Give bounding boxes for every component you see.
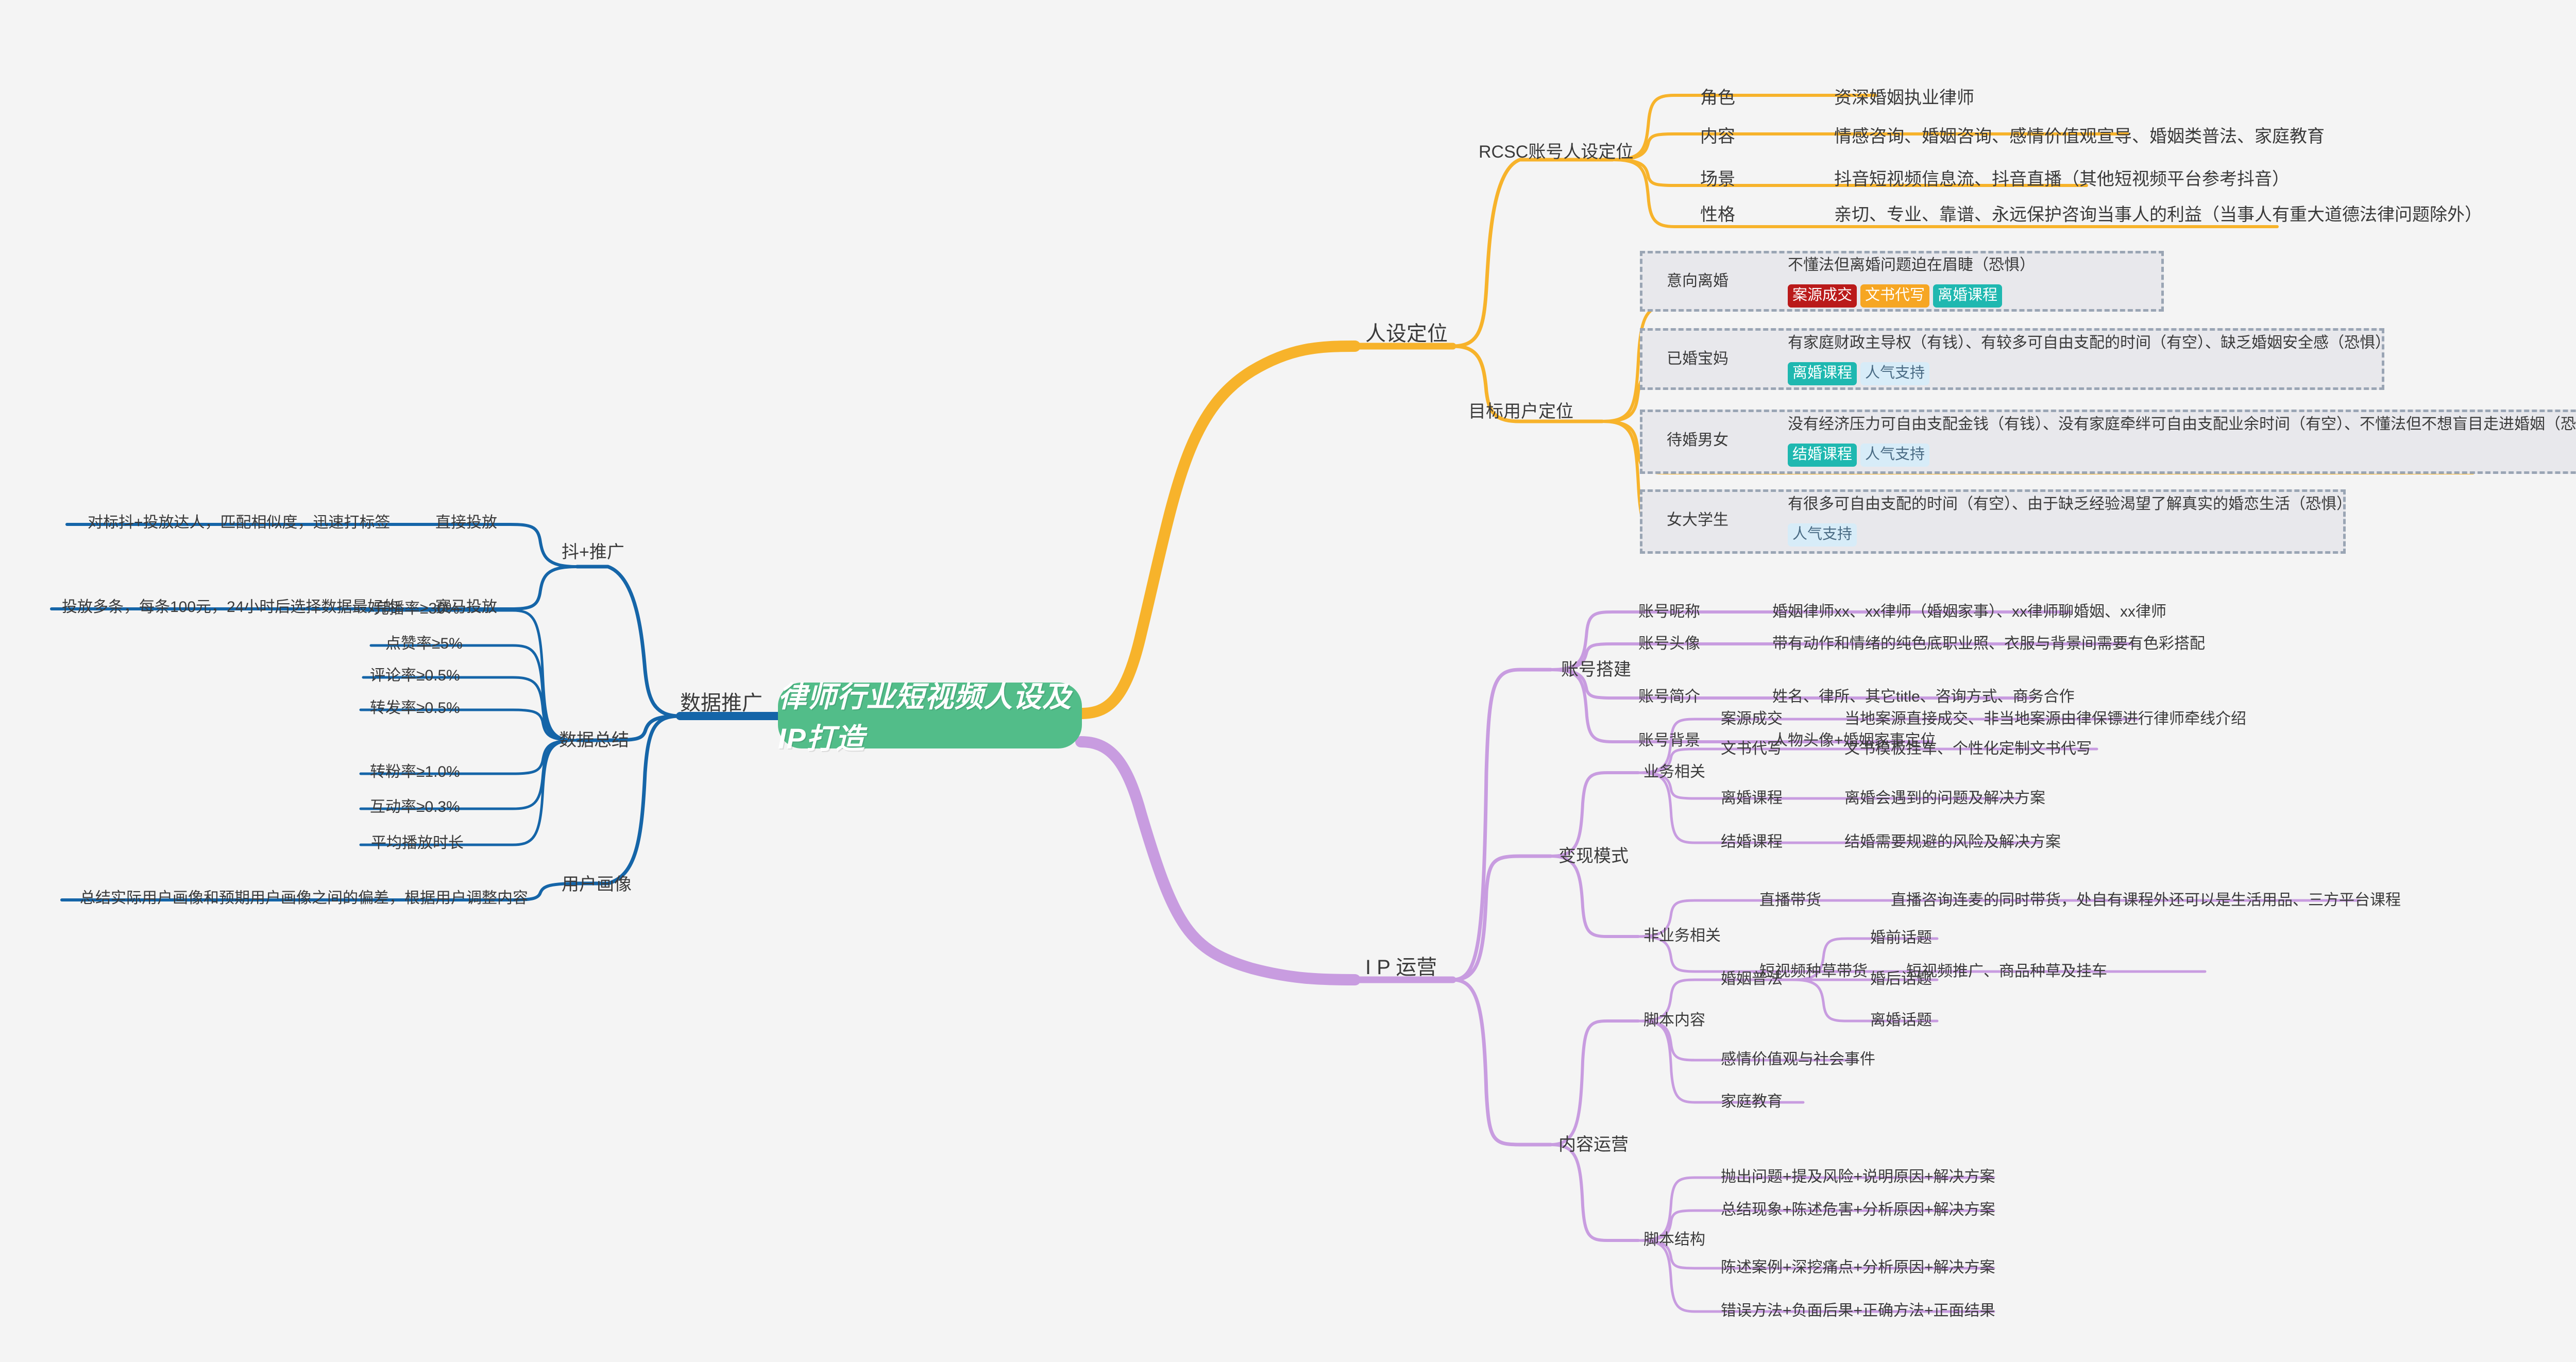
branch-label-data-promotion[interactable]: 数据推广 <box>680 692 762 714</box>
row-value-direct-placement[interactable]: 对标抖+投放达人，匹配相似度，迅速打标签 <box>88 514 391 531</box>
node-rcsc-persona[interactable]: RCSC账号人设定位 <box>1479 142 1634 162</box>
highlight-box-female-student <box>1640 489 2346 554</box>
metric-interaction-rate[interactable]: 互动率≥0.3% <box>370 798 460 815</box>
tag-divorce-course[interactable]: 离婚课程 <box>1788 362 1857 385</box>
node-premarital-topic[interactable]: 婚前话题 <box>1870 929 1932 946</box>
row-value-case-deal[interactable]: 当地案源直接成交、非当地案源由律保镖进行律师牵线介绍 <box>1844 710 2246 727</box>
row-value-account-background[interactable]: 人物头像+婚姻家事定位 <box>1772 732 1936 749</box>
row-key-account-nickname[interactable]: 账号昵称 <box>1638 603 1700 620</box>
row-key-content[interactable]: 内容 <box>1700 127 1735 146</box>
node-monetization[interactable]: 变现模式 <box>1558 846 1629 866</box>
node-data-summary[interactable]: 数据总结 <box>559 730 629 750</box>
row-key-horse-race-placement[interactable]: 赛马投放 <box>435 599 497 616</box>
row-key-video-seeding[interactable]: 短视频种草带货 <box>1759 963 1868 980</box>
row-key-doc-writing[interactable]: 文书代写 <box>1721 740 1783 757</box>
group-label-script-structure[interactable]: 脚本结构 <box>1643 1231 1705 1248</box>
node-account-setup[interactable]: 账号搭建 <box>1561 660 1631 679</box>
highlight-box-married-mom <box>1640 328 2384 390</box>
row-value-content[interactable]: 情感咨询、婚姻咨询、感情价值观宣导、婚姻类普法、家庭教育 <box>1834 127 2325 146</box>
group-label-non-business-related[interactable]: 非业务相关 <box>1643 927 1721 944</box>
row-key-account-background[interactable]: 账号背景 <box>1638 732 1700 749</box>
row-key-intent-divorce[interactable]: 意向离婚 <box>1667 273 1728 290</box>
node-content-operation[interactable]: 内容运营 <box>1558 1135 1629 1154</box>
tagrow-intent-divorce: 案源成交 文书代写 离婚课程 <box>1788 284 2003 308</box>
node-script-structure-1[interactable]: 抛出问题+提及风险+说明原因+解决方案 <box>1721 1168 1995 1185</box>
row-value-pre-marriage[interactable]: 没有经济压力可自由支配金钱（有钱）、没有家庭牵绊可自由支配业余时间（有空）、不懂… <box>1788 416 2576 433</box>
row-key-direct-placement[interactable]: 直接投放 <box>435 514 497 531</box>
row-value-account-avatar[interactable]: 带有动作和情绪的纯色底职业照、衣服与背景间需要有色彩搭配 <box>1772 635 2205 652</box>
row-value-divorce-course[interactable]: 离婚会遇到的问题及解决方案 <box>1844 790 2045 807</box>
row-value-scene[interactable]: 抖音短视频信息流、抖音直播（其他短视频平台参考抖音） <box>1834 169 2290 189</box>
node-target-user[interactable]: 目标用户定位 <box>1468 402 1573 421</box>
row-value-horse-race-placement[interactable]: 投放多条，每条100元，24小时后选择数据最好的 <box>62 599 399 616</box>
row-key-live-selling[interactable]: 直播带货 <box>1759 892 1821 909</box>
metric-share-rate[interactable]: 转发率≥0.5% <box>370 700 460 717</box>
row-value-live-selling[interactable]: 直播咨询连麦的同时带货，处自有课程外还可以是生活用品、三方平台课程 <box>1891 892 2401 909</box>
tag-popularity-support[interactable]: 人气支持 <box>1860 444 1930 467</box>
node-marriage-law-popularization[interactable]: 婚姻普法 <box>1721 971 1783 988</box>
branch-label-persona[interactable]: 人设定位 <box>1365 322 1448 345</box>
tag-divorce-course[interactable]: 离婚课程 <box>1933 284 2003 308</box>
row-key-scene[interactable]: 场景 <box>1700 169 1735 189</box>
tag-popularity-support[interactable]: 人气支持 <box>1860 362 1930 385</box>
row-key-divorce-course[interactable]: 离婚课程 <box>1721 790 1783 807</box>
row-value-female-student[interactable]: 有很多可自由支配的时间（有空）、由于缺乏经验渴望了解真实的婚恋生活（恐惧） <box>1788 496 2352 513</box>
metric-follow-conversion-rate[interactable]: 转粉率≥1.0% <box>370 763 460 780</box>
tag-marriage-course[interactable]: 结婚课程 <box>1788 444 1857 467</box>
row-key-female-student[interactable]: 女大学生 <box>1667 512 1728 529</box>
node-script-structure-2[interactable]: 总结现象+陈述危害+分析原因+解决方案 <box>1721 1201 1995 1218</box>
row-key-case-deal[interactable]: 案源成交 <box>1721 710 1783 727</box>
row-key-pre-marriage[interactable]: 待婚男女 <box>1667 432 1728 449</box>
branch-label-ip-operation[interactable]: I P 运营 <box>1365 956 1437 979</box>
row-key-account-avatar[interactable]: 账号头像 <box>1638 635 1700 652</box>
metric-average-watch-time[interactable]: 平均播放时长 <box>371 835 464 852</box>
node-douyin-plus-promotion[interactable]: 抖+推广 <box>562 542 624 562</box>
group-label-business-related[interactable]: 业务相关 <box>1643 763 1705 780</box>
row-value-marriage-course[interactable]: 结婚需要规避的风险及解决方案 <box>1844 833 2061 850</box>
row-value-video-seeding[interactable]: 短视频推广、商品种草及挂车 <box>1906 963 2107 980</box>
node-script-structure-3[interactable]: 陈述案例+深挖痛点+分析原因+解决方案 <box>1721 1259 1995 1276</box>
row-key-personality[interactable]: 性格 <box>1700 205 1735 225</box>
tagrow-female-student: 人气支持 <box>1788 523 1857 547</box>
row-value-account-bio[interactable]: 姓名、律所、其它title、咨询方式、商务合作 <box>1772 688 2075 705</box>
node-divorce-topic[interactable]: 离婚话题 <box>1870 1012 1932 1029</box>
tag-popularity-support[interactable]: 人气支持 <box>1788 523 1857 547</box>
node-user-profile[interactable]: 用户画像 <box>562 875 632 894</box>
row-key-role[interactable]: 角色 <box>1700 88 1735 108</box>
node-script-structure-4[interactable]: 错误方法+负面后果+正确方法+正面结果 <box>1721 1302 1995 1319</box>
node-values-and-social-events[interactable]: 感情价值观与社会事件 <box>1721 1051 1875 1068</box>
row-value-user-profile[interactable]: 总结实际用户画像和预期用户画像之间的偏差，根据用户调整内容 <box>80 890 528 907</box>
metric-completion-rate[interactable]: 完播率≥30% <box>374 600 460 617</box>
metric-like-rate[interactable]: 点赞率≥5% <box>385 635 463 652</box>
tag-doc-writing[interactable]: 文书代写 <box>1860 284 1930 308</box>
row-value-account-nickname[interactable]: 婚姻律师xx、xx律师（婚姻家事）、xx律师聊婚姻、xx律师 <box>1772 603 2166 620</box>
row-value-married-mom[interactable]: 有家庭财政主导权（有钱）、有较多可自由支配的时间（有空）、缺乏婚姻安全感（恐惧） <box>1788 334 2391 351</box>
tag-case-deal[interactable]: 案源成交 <box>1788 284 1857 308</box>
group-label-script-content[interactable]: 脚本内容 <box>1643 1012 1705 1029</box>
tagrow-pre-marriage: 结婚课程 人气支持 <box>1788 444 1930 467</box>
row-key-account-bio[interactable]: 账号简介 <box>1638 688 1700 705</box>
row-key-married-mom[interactable]: 已婚宝妈 <box>1667 350 1728 367</box>
node-family-education[interactable]: 家庭教育 <box>1721 1093 1783 1110</box>
row-value-personality[interactable]: 亲切、专业、靠谱、永远保护咨询当事人的利益（当事人有重大道德法律问题除外） <box>1834 205 2482 225</box>
row-value-doc-writing[interactable]: 文书模板挂车、个性化定制文书代写 <box>1844 740 2092 757</box>
tagrow-married-mom: 离婚课程 人气支持 <box>1788 362 1930 385</box>
root-node[interactable]: 律师行业短视频人设及IP打造 <box>778 680 1082 755</box>
row-key-marriage-course[interactable]: 结婚课程 <box>1721 833 1783 850</box>
node-postmarital-topic[interactable]: 婚后话题 <box>1870 971 1932 988</box>
metric-comment-rate[interactable]: 评论率≥0.5% <box>370 667 460 684</box>
row-value-intent-divorce[interactable]: 不懂法但离婚问题迫在眉睫（恐惧） <box>1788 257 2035 274</box>
row-value-role[interactable]: 资深婚姻执业律师 <box>1834 88 1974 108</box>
